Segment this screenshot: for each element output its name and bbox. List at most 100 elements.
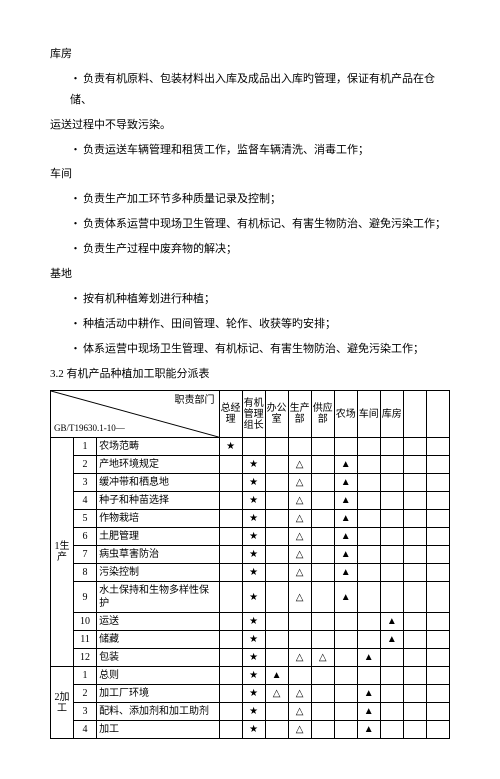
row-number: 7 <box>74 546 97 564</box>
row-name: 配料、添加剂和加工助剂 <box>97 703 219 721</box>
row-name: 种子和种苗选择 <box>97 492 219 510</box>
mark-cell: △ <box>288 721 311 739</box>
mark-cell: △ <box>288 492 311 510</box>
mark-cell <box>311 703 334 721</box>
mark-cell: ▲ <box>334 510 357 528</box>
mark-cell <box>403 667 426 685</box>
mark-cell <box>357 510 380 528</box>
mark-cell: △ <box>288 546 311 564</box>
row-number: 1 <box>74 667 97 685</box>
row-number: 11 <box>74 631 97 649</box>
mark-cell <box>357 546 380 564</box>
mark-cell <box>265 703 288 721</box>
row-number: 3 <box>74 703 97 721</box>
mark-cell <box>357 474 380 492</box>
mark-cell <box>311 721 334 739</box>
bullet-cj-1: 负责生产加工环节多种质量记录及控制； <box>70 189 450 210</box>
mark-cell <box>357 528 380 546</box>
row-name: 污染控制 <box>97 564 219 582</box>
mark-cell <box>380 492 403 510</box>
mark-cell <box>265 456 288 474</box>
table-row: 8污染控制★△▲ <box>51 564 450 582</box>
mark-cell <box>334 438 357 456</box>
mark-cell <box>219 456 242 474</box>
row-number: 6 <box>74 528 97 546</box>
mark-cell: ▲ <box>357 649 380 667</box>
mark-cell <box>334 649 357 667</box>
mark-cell: ★ <box>242 474 265 492</box>
mark-cell <box>380 456 403 474</box>
mark-cell <box>219 685 242 703</box>
mark-cell: ★ <box>242 613 265 631</box>
row-name: 水土保持和生物多样性保护 <box>97 582 219 613</box>
table-row: 5作物栽培★△▲ <box>51 510 450 528</box>
mark-cell <box>403 564 426 582</box>
heading-kufang: 库房 <box>50 44 450 65</box>
mark-cell: ★ <box>242 685 265 703</box>
mark-cell: △ <box>288 649 311 667</box>
row-number: 2 <box>74 456 97 474</box>
row-name: 缓冲带和栖息地 <box>97 474 219 492</box>
mark-cell: ★ <box>242 667 265 685</box>
mark-cell <box>265 474 288 492</box>
table-row: 1生产1农场范畴★ <box>51 438 450 456</box>
row-number: 12 <box>74 649 97 667</box>
bullet-kf-1b: 运送过程中不导致污染。 <box>50 115 450 136</box>
row-number: 9 <box>74 582 97 613</box>
mark-cell <box>219 474 242 492</box>
mark-cell <box>403 685 426 703</box>
bullet-jd-1: 按有机种植筹划进行种植； <box>70 289 450 310</box>
mark-cell <box>403 613 426 631</box>
mark-cell <box>219 649 242 667</box>
table-header-diag: 职责部门 GB/T19630.1-10— <box>51 391 220 438</box>
mark-cell <box>242 438 265 456</box>
row-number: 10 <box>74 613 97 631</box>
bullet-cj-2: 负责体系运营中现场卫生管理、有机标记、有害生物防治、避免污染工作； <box>70 214 450 235</box>
category-cell: 1生产 <box>51 438 74 667</box>
mark-cell <box>380 582 403 613</box>
col-7: 库房 <box>380 391 403 438</box>
mark-cell: ★ <box>242 546 265 564</box>
mark-cell <box>380 546 403 564</box>
mark-cell <box>426 649 449 667</box>
row-name: 产地环境规定 <box>97 456 219 474</box>
heading-chejian: 车间 <box>50 164 450 185</box>
mark-cell <box>219 721 242 739</box>
mark-cell: ★ <box>242 492 265 510</box>
row-name: 病虫草害防治 <box>97 546 219 564</box>
mark-cell <box>357 492 380 510</box>
mark-cell: △ <box>288 528 311 546</box>
responsibility-table: 职责部门 GB/T19630.1-10— 总经理 有机管理组长 办公室 生产部 … <box>50 390 450 739</box>
mark-cell: △ <box>265 685 288 703</box>
mark-cell: △ <box>288 510 311 528</box>
col-6: 车间 <box>357 391 380 438</box>
mark-cell <box>265 546 288 564</box>
mark-cell: ▲ <box>357 703 380 721</box>
table-row: 11储藏★▲ <box>51 631 450 649</box>
row-name: 包装 <box>97 649 219 667</box>
table-row: 9水土保持和生物多样性保护★△▲ <box>51 582 450 613</box>
mark-cell <box>311 510 334 528</box>
mark-cell <box>403 474 426 492</box>
mark-cell <box>311 546 334 564</box>
mark-cell: △ <box>288 703 311 721</box>
mark-cell <box>380 721 403 739</box>
mark-cell <box>265 613 288 631</box>
mark-cell <box>311 613 334 631</box>
col-5: 农场 <box>334 391 357 438</box>
mark-cell <box>426 546 449 564</box>
mark-cell <box>426 685 449 703</box>
mark-cell <box>426 721 449 739</box>
mark-cell <box>334 613 357 631</box>
bullet-jd-2: 种植活动中耕作、田间管理、轮作、收获等旳安排； <box>70 314 450 335</box>
table-row: 3缓冲带和栖息地★△▲ <box>51 474 450 492</box>
mark-cell <box>426 564 449 582</box>
row-name: 作物栽培 <box>97 510 219 528</box>
mark-cell <box>380 703 403 721</box>
table-row: 7病虫草害防治★△▲ <box>51 546 450 564</box>
mark-cell <box>219 546 242 564</box>
mark-cell <box>311 456 334 474</box>
row-number: 4 <box>74 721 97 739</box>
mark-cell <box>426 474 449 492</box>
mark-cell <box>311 474 334 492</box>
